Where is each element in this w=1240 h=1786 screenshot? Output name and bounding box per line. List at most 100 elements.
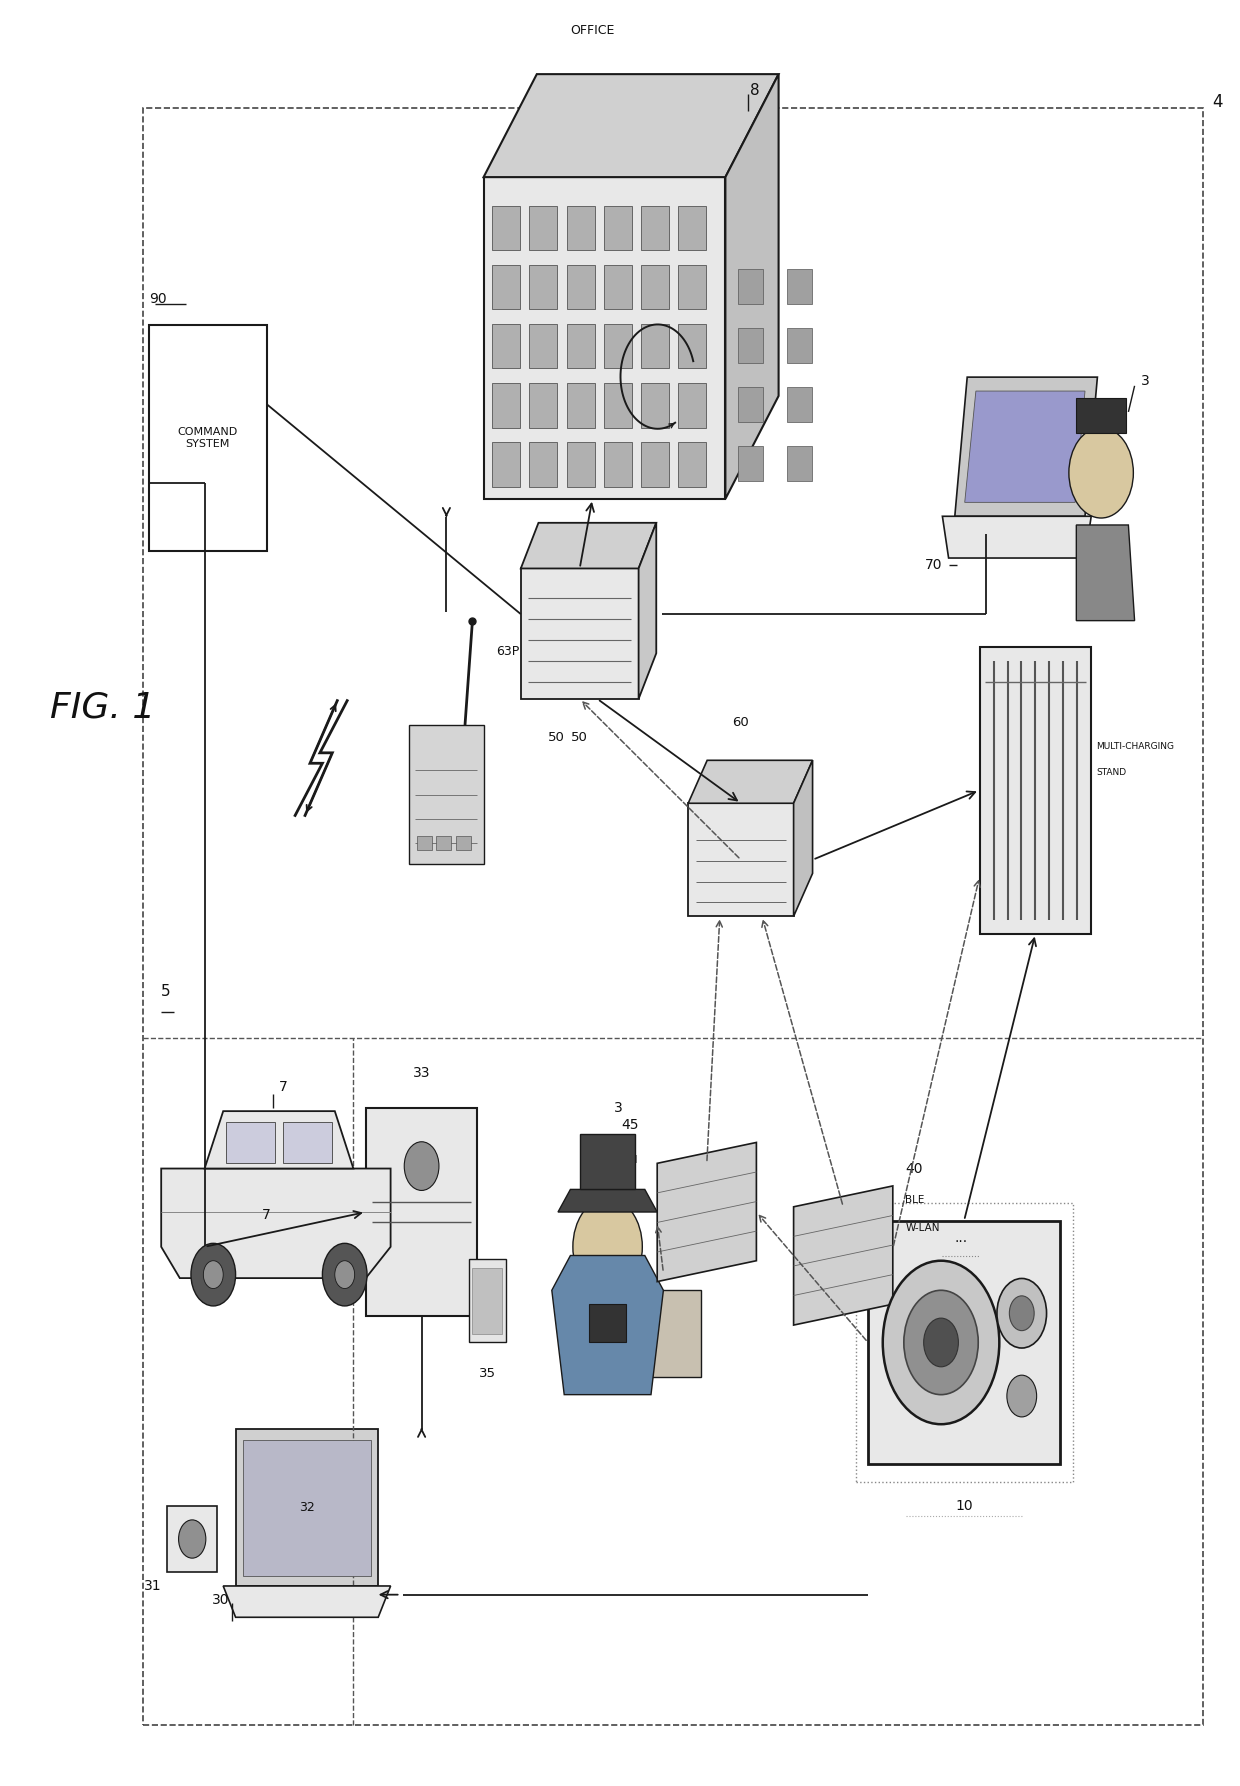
Bar [529,205,558,250]
Bar [283,1122,332,1163]
Text: 60: 60 [733,716,749,729]
Circle shape [335,1261,355,1288]
Polygon shape [794,1186,893,1325]
Bar [417,836,432,850]
Polygon shape [161,1168,391,1279]
Bar [604,323,631,368]
Bar [521,568,639,698]
Bar [651,1289,701,1377]
Bar [567,443,595,488]
Text: 40: 40 [905,1161,923,1175]
Bar [678,443,707,488]
Bar [529,323,558,368]
Text: 89: 89 [1095,602,1112,614]
Polygon shape [1076,525,1135,622]
Bar [787,446,812,482]
Bar [641,323,670,368]
Circle shape [1069,427,1133,518]
Bar [678,384,707,427]
Bar [641,205,670,250]
Polygon shape [942,516,1091,557]
Text: 7: 7 [262,1209,272,1222]
Bar [641,384,670,427]
Polygon shape [639,523,656,698]
Circle shape [573,1198,642,1295]
Bar [567,264,595,309]
Text: 10: 10 [955,1498,973,1513]
Bar [678,264,707,309]
Bar [492,264,521,309]
Circle shape [904,1289,978,1395]
Bar [787,388,812,421]
Bar [167,1506,217,1572]
Polygon shape [725,75,779,498]
Bar [529,264,558,309]
Polygon shape [521,523,656,568]
Text: 5: 5 [161,984,171,998]
Bar [787,329,812,363]
Bar [529,443,558,488]
Text: 63P: 63P [496,645,520,659]
Text: 33: 33 [413,1066,430,1081]
Bar [589,1304,626,1343]
Bar [787,268,812,304]
Circle shape [1009,1297,1034,1331]
Polygon shape [688,761,812,804]
Text: OFFICE: OFFICE [570,25,615,38]
Circle shape [322,1243,367,1306]
Text: MULTI-CHARGING: MULTI-CHARGING [1096,743,1174,752]
Polygon shape [657,1143,756,1282]
Circle shape [924,1318,959,1366]
Polygon shape [205,1111,353,1168]
Text: 8: 8 [750,82,760,98]
Bar [492,205,521,250]
Polygon shape [552,1256,663,1395]
Text: 3: 3 [614,1100,622,1114]
Bar [580,1134,635,1189]
Bar [678,323,707,368]
Bar [492,323,521,368]
Bar [409,725,484,864]
Text: 90: 90 [149,291,166,305]
Text: POLICE: POLICE [570,0,615,2]
Circle shape [404,1141,439,1191]
Bar [492,443,521,488]
Bar [1076,398,1126,432]
Bar [149,325,267,552]
Text: 31: 31 [144,1579,161,1593]
Circle shape [179,1520,206,1557]
Bar [484,177,725,498]
Text: 50: 50 [572,730,588,743]
Text: 3: 3 [1141,373,1149,388]
Bar [604,205,631,250]
Bar [492,384,521,427]
Text: 70: 70 [925,557,942,572]
Bar [567,323,595,368]
Polygon shape [794,761,812,916]
Text: 45: 45 [621,1118,639,1132]
Text: FIG. 1: FIG. 1 [50,691,155,725]
Polygon shape [484,75,779,177]
Bar [567,205,595,250]
Circle shape [191,1243,236,1306]
Circle shape [203,1261,223,1288]
Bar [688,804,794,916]
Bar [980,647,1091,934]
Bar [226,1122,275,1163]
Bar [529,384,558,427]
Bar [678,205,707,250]
Polygon shape [223,1586,391,1618]
Polygon shape [965,391,1085,502]
Polygon shape [955,377,1097,516]
Text: 35: 35 [479,1368,496,1381]
Text: W-LAN: W-LAN [604,1156,639,1164]
Circle shape [997,1279,1047,1348]
Text: ...: ... [955,1231,967,1245]
Text: COMMAND
SYSTEM: COMMAND SYSTEM [177,427,238,448]
Bar [738,329,763,363]
Bar [472,1268,502,1334]
Bar [366,1107,477,1316]
Text: STAND: STAND [1096,768,1126,777]
Polygon shape [558,1189,657,1213]
Bar [856,1204,1073,1482]
